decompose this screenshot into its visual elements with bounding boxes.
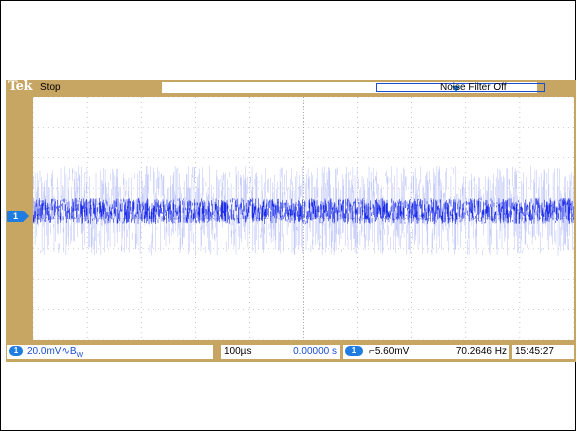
- trigger-channel-badge: 1: [345, 346, 363, 357]
- acquisition-status: Stop: [40, 82, 61, 93]
- timebase-readout[interactable]: 100µs 0.00000 s: [221, 345, 340, 359]
- trigger-frequency: 70.2646 Hz: [455, 346, 507, 357]
- rising-edge-icon: ⌐: [369, 346, 375, 357]
- trigger-position-arrow-icon: [452, 86, 460, 92]
- trigger-level: 5.60mV: [374, 346, 410, 357]
- trigger-readout[interactable]: 1 ⌐5.60mV 70.2646 Hz: [343, 345, 509, 359]
- brand-logo: Tek: [8, 79, 32, 94]
- top-status-bar: Tek Stop Noise Filter Off: [6, 79, 576, 97]
- clock-time: 15:45:27: [515, 346, 554, 357]
- channel-1-readout[interactable]: 1 20.0mV∿BW: [7, 345, 213, 359]
- channel-1-badge: 1: [9, 346, 23, 357]
- record-window-top: [376, 83, 545, 84]
- ac-coupling-icon: ∿: [61, 346, 70, 357]
- oscilloscope-screen: Tek Stop Noise Filter Off 1 1 20.0mV∿BW 1…: [6, 79, 576, 362]
- timebase-value: 100µs: [224, 346, 252, 357]
- waveform-envelope: [33, 166, 574, 256]
- clock-readout: 15:45:27: [512, 345, 574, 359]
- channel-1-scale: 20.0mV: [27, 346, 62, 357]
- delay-value: 0.00000 s: [293, 346, 337, 357]
- channel-1-ground-marker[interactable]: 1: [7, 211, 29, 222]
- record-window: [376, 83, 545, 92]
- record-view-bar: [162, 82, 545, 93]
- bottom-status-bar: 1 20.0mV∿BW 100µs 0.00000 s 1 ⌐5.60mV 70.2…: [6, 344, 576, 361]
- noise-filter-status: Noise Filter Off: [440, 82, 507, 93]
- waveform-graticule: [33, 97, 574, 340]
- bandwidth-limit-icon: BW: [69, 346, 84, 359]
- waveform-trace: [33, 198, 574, 224]
